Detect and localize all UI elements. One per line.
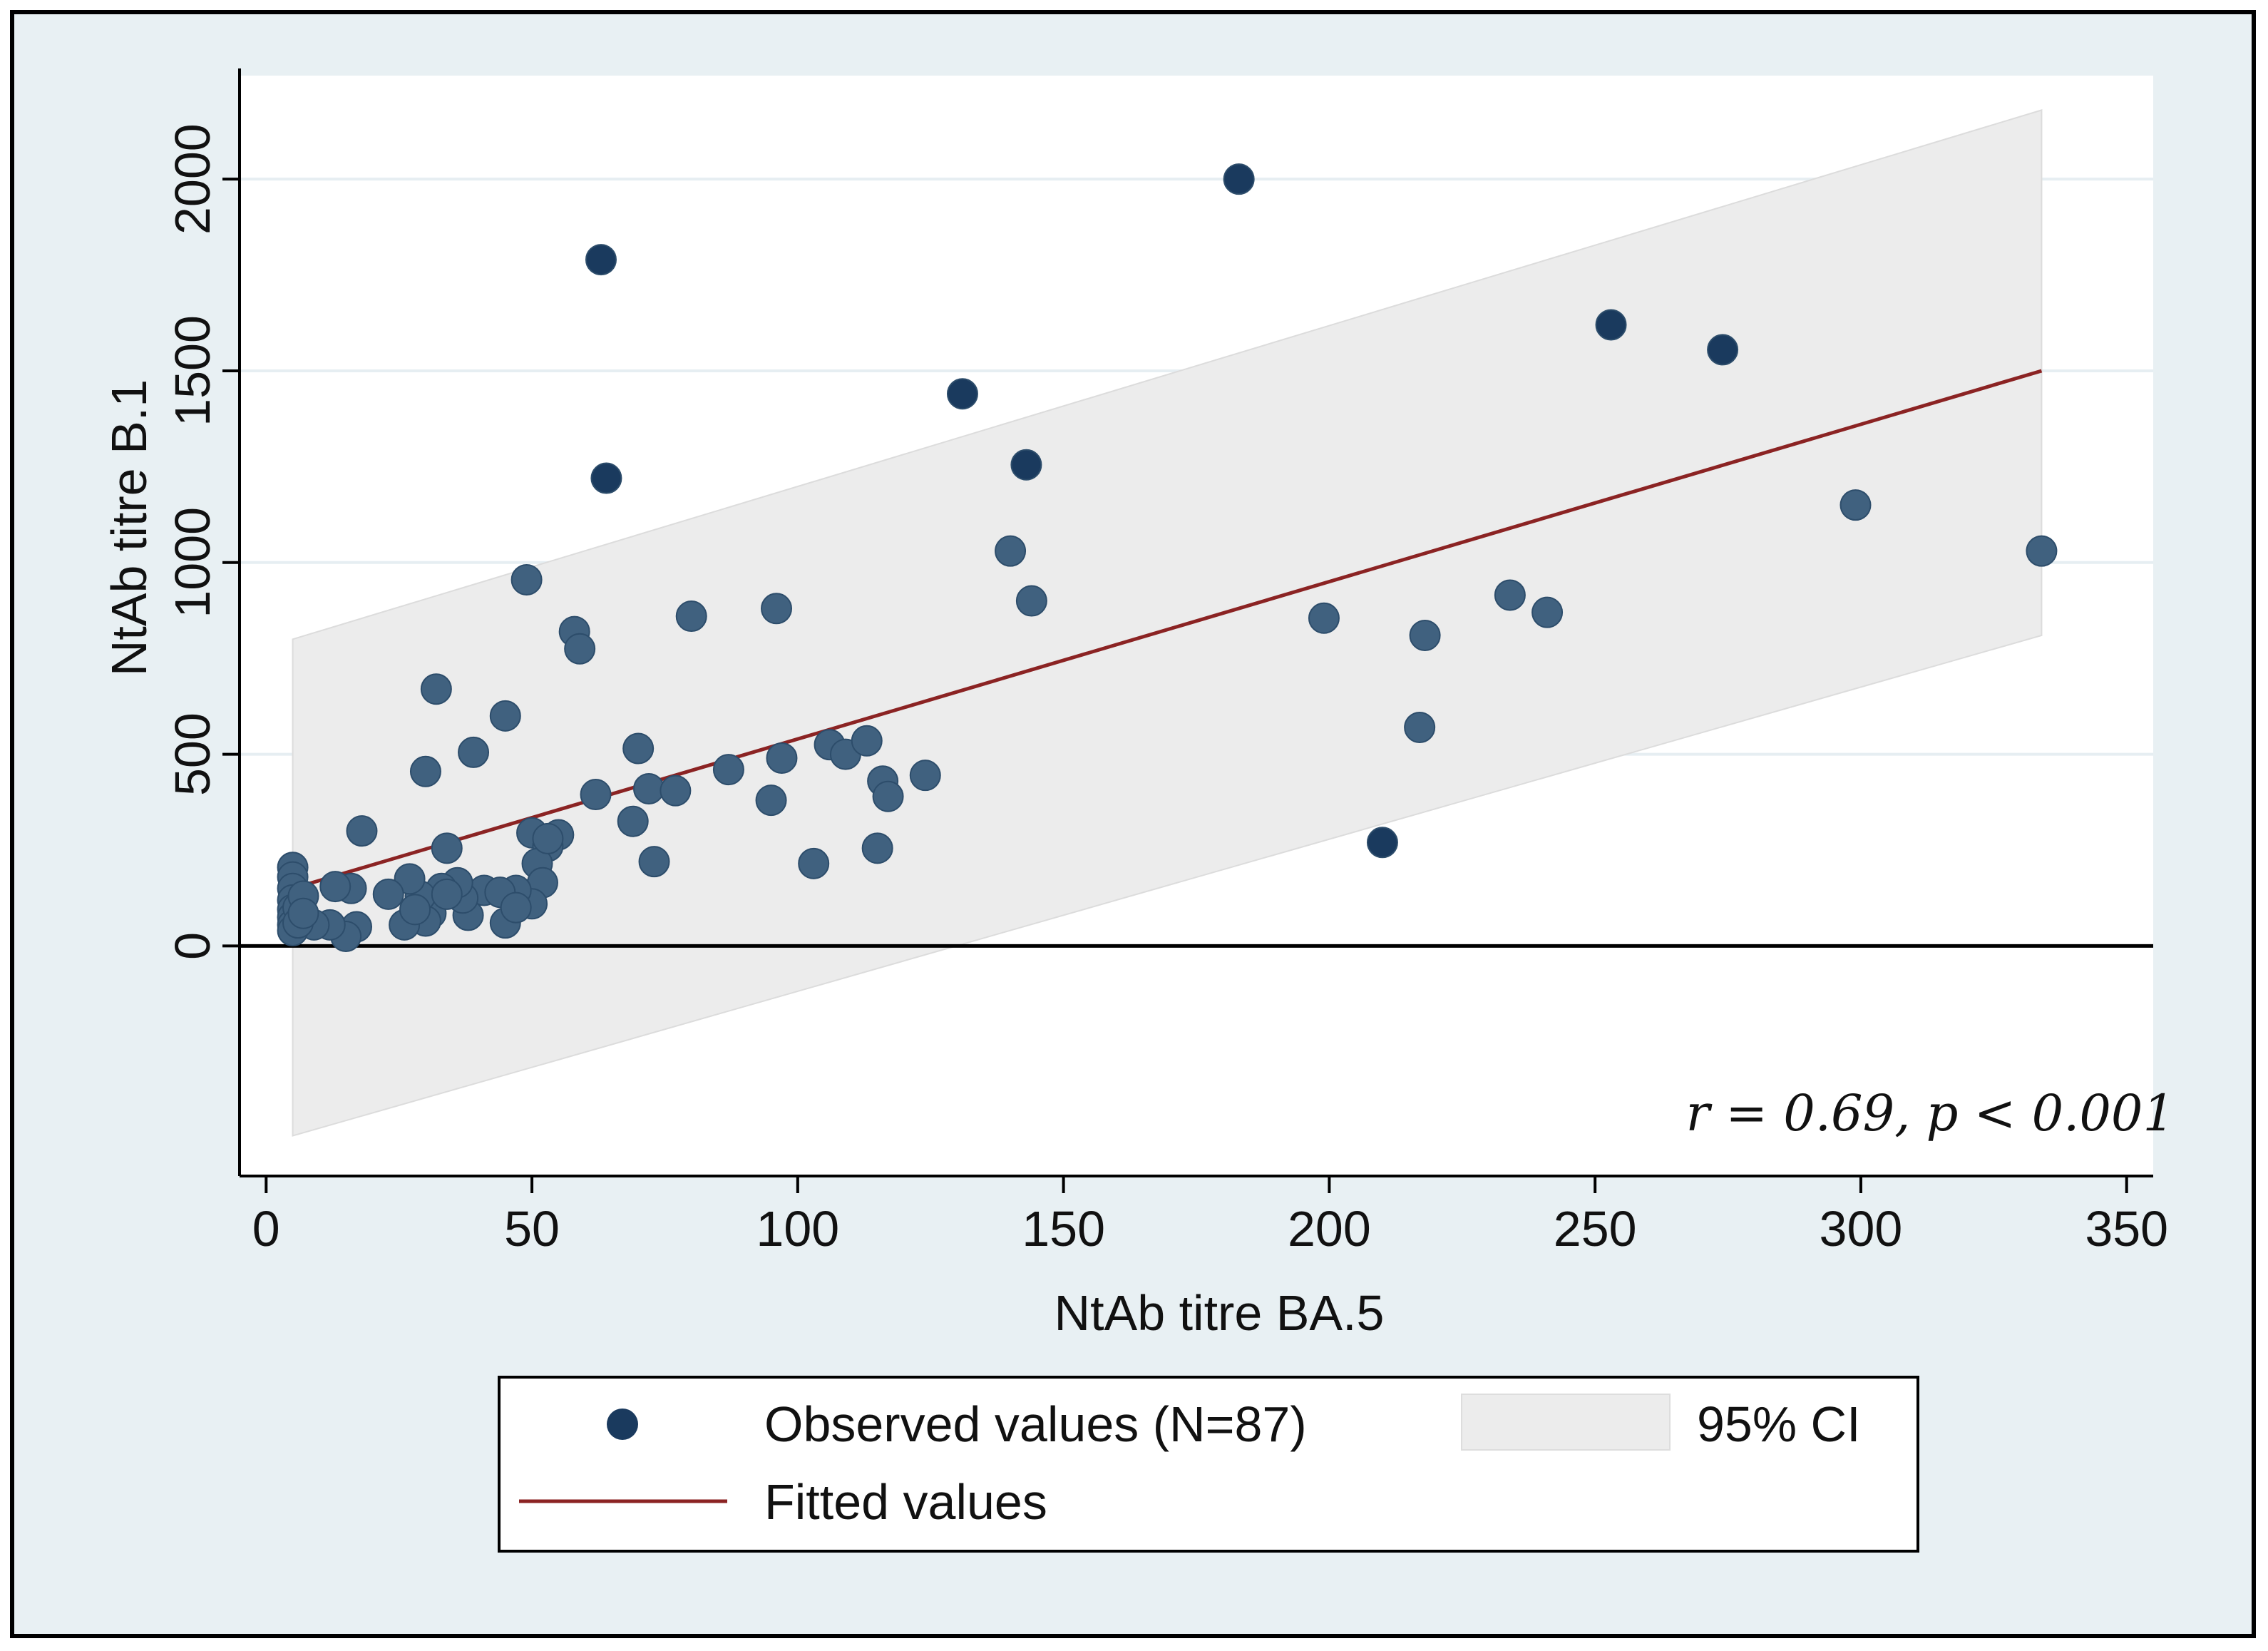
y-tick-labels: 0 500 1000 1500 2000	[165, 123, 220, 960]
data-point-26	[622, 732, 655, 765]
x-tick-labels: 0 50 100 150 200 250 300 350	[252, 1201, 2168, 1257]
data-point-15	[1409, 619, 1441, 651]
data-point-10	[995, 535, 1027, 567]
data-point-39	[580, 779, 612, 811]
data-point-44	[431, 832, 463, 864]
data-point-63	[372, 878, 404, 910]
data-point-17	[510, 563, 543, 596]
x-tick-label-350: 350	[2085, 1201, 2168, 1257]
data-point-30	[755, 784, 787, 817]
legend-fitted-label: Fitted values	[764, 1474, 1047, 1530]
data-point-40	[617, 805, 649, 837]
data-point-85	[500, 891, 532, 924]
figure-frame: 0 50 100 150 200 250 300 350 0 500 1000 1500 2000 r…	[10, 10, 2256, 1638]
data-point-28	[660, 775, 692, 807]
data-point-8	[2026, 535, 2058, 567]
data-point-11	[1015, 585, 1047, 617]
data-point-25	[489, 700, 521, 732]
y-tick-label-1000: 1000	[165, 507, 220, 618]
x-tick-label-200: 200	[1288, 1201, 1371, 1257]
x-axis-title: NtAb titre BA.5	[1055, 1285, 1385, 1341]
data-point-7	[1839, 489, 1872, 521]
data-point-3	[590, 462, 622, 494]
data-point-38	[861, 832, 893, 864]
legend-ci-swatch	[1461, 1394, 1671, 1451]
data-point-13	[1531, 596, 1564, 628]
data-point-1	[1223, 163, 1255, 195]
observed-points	[277, 163, 2058, 952]
y-tick-label-2000: 2000	[165, 123, 220, 235]
data-point-43	[346, 815, 378, 847]
data-point-31	[766, 742, 798, 774]
legend-observed-label: Observed values (N=87)	[764, 1396, 1307, 1452]
x-tick-label-150: 150	[1022, 1201, 1105, 1257]
ci-band	[292, 109, 2043, 1137]
data-point-86	[532, 822, 564, 854]
data-point-42	[798, 847, 830, 879]
legend: Observed values (N=87) 95% CI Fitted val…	[498, 1376, 1919, 1553]
x-tick-label-250: 250	[1554, 1201, 1637, 1257]
data-point-2	[946, 378, 978, 410]
data-point-24	[458, 736, 490, 768]
data-point-61	[394, 863, 426, 895]
data-point-23	[409, 755, 441, 787]
data-point-83	[431, 878, 463, 910]
data-point-22	[420, 673, 452, 705]
data-point-21	[761, 593, 793, 625]
x-tick-label-100: 100	[756, 1201, 839, 1257]
data-point-29	[712, 754, 744, 786]
data-point-14	[1308, 602, 1340, 634]
data-point-34	[851, 725, 883, 757]
data-point-81	[287, 897, 319, 929]
y-tick-label-0: 0	[165, 932, 220, 960]
y-tick-label-500: 500	[165, 712, 220, 796]
data-point-67	[319, 871, 352, 903]
data-point-82	[399, 894, 431, 926]
legend-observed-marker	[607, 1409, 638, 1440]
x-tick-label-50: 50	[504, 1201, 560, 1257]
x-tick-label-300: 300	[1820, 1201, 1903, 1257]
data-point-19	[564, 633, 596, 665]
x-tick-label-0: 0	[252, 1201, 280, 1257]
y-tick-label-1500: 1500	[165, 315, 220, 426]
data-point-6	[1707, 334, 1739, 366]
data-point-41	[638, 846, 670, 878]
correlation-annotation: r = 0.69, p < 0.001	[1686, 1084, 2175, 1143]
legend-box	[498, 1376, 1919, 1553]
data-point-0	[585, 244, 617, 276]
legend-ci-label: 95% CI	[1697, 1396, 1861, 1452]
data-point-36	[872, 780, 904, 812]
axes	[222, 68, 2153, 1193]
data-point-20	[675, 600, 707, 633]
data-point-5	[1595, 309, 1627, 341]
y-axis-title: NtAb titre B.1	[101, 379, 157, 676]
scatter-chart: 0 50 100 150 200 250 300 350 0 500 1000 1500 2000 r…	[101, 68, 2175, 1553]
data-point-27	[633, 772, 665, 804]
data-point-9	[1010, 449, 1042, 481]
data-point-12	[1494, 579, 1526, 611]
data-point-16	[1404, 711, 1436, 743]
data-point-4	[1366, 827, 1398, 859]
data-point-37	[909, 760, 941, 792]
